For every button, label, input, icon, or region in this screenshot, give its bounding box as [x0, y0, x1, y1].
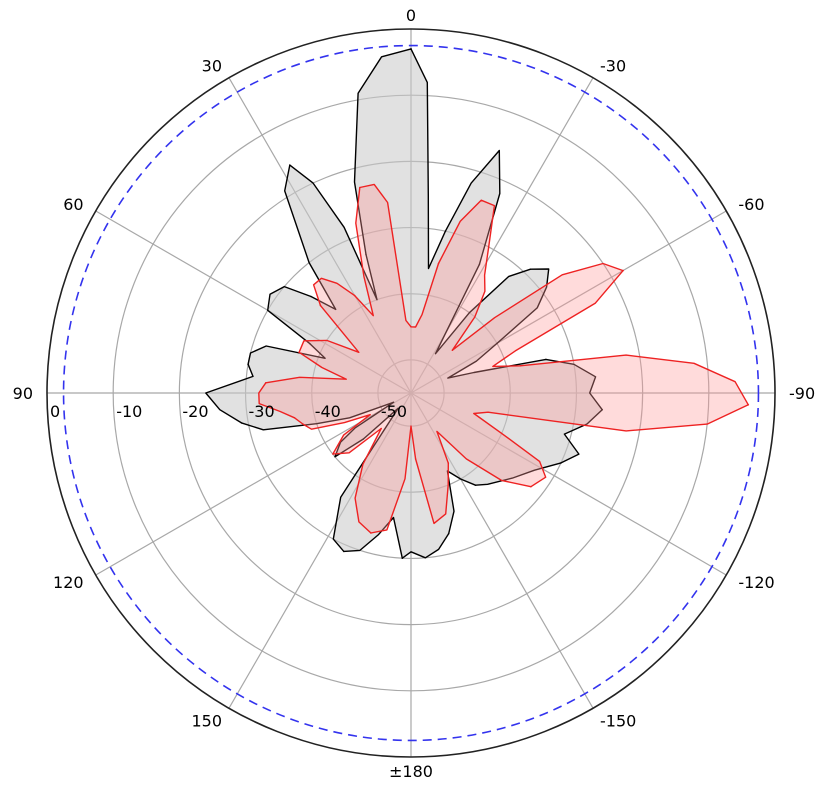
angle-label: -30: [600, 57, 626, 76]
angle-label: 60: [63, 195, 83, 214]
series-2-point: [359, 186, 361, 189]
radial-tick-label: -50: [381, 402, 407, 421]
series-1-point: [496, 342, 498, 345]
angle-label: 120: [53, 573, 84, 592]
reference-circle: [62, 44, 760, 742]
radial-tick-labels: 0 -10 -20 -30 -40 -50: [50, 402, 407, 421]
series-2-point: [353, 294, 356, 297]
angle-label: -90: [789, 384, 815, 403]
series-2-point: [473, 412, 475, 415]
series-1-point: [240, 422, 243, 424]
series-1-point: [310, 295, 312, 298]
series-2-point: [319, 304, 322, 307]
outer-frame: [46, 28, 776, 758]
series-2-point: [519, 365, 521, 367]
series-1-point: [247, 363, 249, 366]
series-1-point: [545, 358, 547, 361]
series-2-point: [265, 382, 267, 384]
series-2-point: [369, 413, 371, 416]
series-2-point: [622, 269, 624, 272]
series-2-point: [437, 262, 440, 265]
series-1-point: [478, 263, 481, 266]
radial-tick-label: -20: [182, 402, 208, 421]
radial-tick-label: -30: [249, 402, 275, 421]
angle-labels: 0 -30 -60 -90 -120 -150 ±180 150 120 90 60 30: [13, 6, 816, 781]
angle-label: 150: [191, 711, 222, 730]
series-2-point: [414, 458, 417, 460]
series-2-point: [447, 462, 450, 464]
series-1-point: [601, 408, 603, 411]
series-1-point: [401, 557, 404, 559]
series-2-point: [370, 532, 372, 534]
angle-label: -150: [600, 711, 636, 730]
series-1-point: [474, 484, 477, 487]
series-2-point: [380, 427, 383, 430]
series-2-point: [410, 326, 412, 328]
series-2-point: [487, 246, 490, 248]
radial-tick-label: -10: [116, 402, 142, 421]
series-1-point: [444, 230, 447, 232]
radial-tick-label: 0: [50, 402, 60, 421]
series-1-point: [392, 401, 395, 404]
series-1-point: [410, 48, 412, 50]
series-2-area: [258, 183, 749, 534]
series-group: [205, 48, 750, 559]
series-1-point: [289, 164, 291, 166]
series-1-point: [365, 253, 367, 256]
radial-tick-label: -40: [315, 402, 341, 421]
angle-label: -120: [738, 573, 774, 592]
angle-label: 90: [13, 384, 33, 403]
series-1-point: [309, 342, 311, 345]
series-1-point: [529, 268, 532, 271]
angle-label: 30: [202, 57, 222, 76]
angle-label: ±180: [389, 762, 433, 781]
series-2-point: [451, 349, 454, 352]
series-2-point: [747, 404, 750, 406]
series-1-point: [560, 462, 562, 464]
series-2-point: [530, 485, 532, 488]
series-1-point: [343, 550, 345, 553]
angle-label: 0: [406, 6, 416, 25]
reference-circle-group: [62, 44, 760, 742]
angle-label: -60: [738, 195, 764, 214]
series-2-point: [298, 351, 300, 354]
series-1-point: [447, 532, 450, 535]
series-2-point: [293, 417, 296, 419]
series-1-point: [362, 438, 365, 440]
outer-ring: [46, 28, 776, 758]
